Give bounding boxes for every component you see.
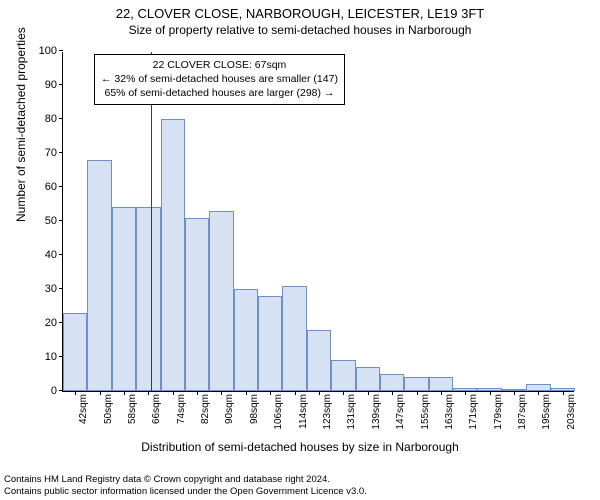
x-tick-mark bbox=[319, 391, 320, 395]
x-tick-label: 50sqm bbox=[103, 394, 114, 440]
x-tick-label: 66sqm bbox=[151, 394, 162, 440]
y-tick-label: 90 bbox=[45, 79, 63, 91]
histogram-bar bbox=[112, 207, 136, 391]
x-tick-mark bbox=[417, 391, 418, 395]
x-tick-label: 187sqm bbox=[517, 394, 528, 440]
x-tick-mark bbox=[75, 391, 76, 395]
x-tick-mark bbox=[173, 391, 174, 395]
histogram-bar bbox=[429, 377, 453, 391]
page-subtitle: Size of property relative to semi-detach… bbox=[0, 23, 600, 41]
y-tick-label: 80 bbox=[45, 113, 63, 125]
x-tick-mark bbox=[514, 391, 515, 395]
info-line-3: 65% of semi-detached houses are larger (… bbox=[101, 86, 338, 100]
histogram-bar bbox=[356, 367, 380, 391]
histogram-bar bbox=[307, 330, 331, 391]
histogram-bar bbox=[209, 211, 233, 391]
y-tick-label: 60 bbox=[45, 181, 63, 193]
x-tick-mark bbox=[221, 391, 222, 395]
histogram-bar bbox=[526, 384, 550, 391]
x-tick-mark bbox=[343, 391, 344, 395]
y-tick-label: 30 bbox=[45, 283, 63, 295]
page-title: 22, CLOVER CLOSE, NARBOROUGH, LEICESTER,… bbox=[0, 0, 600, 23]
histogram-bar bbox=[234, 289, 258, 391]
x-tick-label: 106sqm bbox=[273, 394, 284, 440]
x-tick-label: 58sqm bbox=[127, 394, 138, 440]
x-tick-mark bbox=[246, 391, 247, 395]
y-tick-label: 0 bbox=[51, 385, 63, 397]
x-tick-mark bbox=[124, 391, 125, 395]
x-tick-label: 195sqm bbox=[541, 394, 552, 440]
plot-area: 010203040506070809010042sqm50sqm58sqm66s… bbox=[62, 52, 574, 392]
y-tick-label: 100 bbox=[39, 45, 63, 57]
y-tick-mark bbox=[59, 152, 63, 153]
x-tick-mark bbox=[441, 391, 442, 395]
x-tick-label: 90sqm bbox=[224, 394, 235, 440]
histogram-bar bbox=[161, 119, 185, 391]
histogram-bar bbox=[136, 207, 160, 391]
x-tick-mark bbox=[100, 391, 101, 395]
x-tick-label: 131sqm bbox=[346, 394, 357, 440]
x-tick-label: 74sqm bbox=[176, 394, 187, 440]
x-tick-mark bbox=[197, 391, 198, 395]
footer-line-1: Contains HM Land Registry data © Crown c… bbox=[4, 474, 367, 486]
footer-attribution: Contains HM Land Registry data © Crown c… bbox=[4, 474, 367, 498]
x-tick-label: 139sqm bbox=[371, 394, 382, 440]
x-axis-label: Distribution of semi-detached houses by … bbox=[0, 440, 600, 454]
info-line-1: 22 CLOVER CLOSE: 67sqm bbox=[101, 58, 338, 72]
x-tick-mark bbox=[295, 391, 296, 395]
x-tick-label: 123sqm bbox=[322, 394, 333, 440]
x-tick-label: 147sqm bbox=[395, 394, 406, 440]
y-axis-label: Number of semi-detached properties bbox=[14, 27, 28, 222]
histogram-bar bbox=[87, 160, 111, 391]
x-tick-mark bbox=[490, 391, 491, 395]
x-tick-mark bbox=[270, 391, 271, 395]
x-tick-mark bbox=[465, 391, 466, 395]
x-tick-mark bbox=[538, 391, 539, 395]
x-tick-label: 42sqm bbox=[78, 394, 89, 440]
x-tick-label: 98sqm bbox=[249, 394, 260, 440]
y-tick-label: 20 bbox=[45, 317, 63, 329]
y-tick-mark bbox=[59, 84, 63, 85]
histogram-bar bbox=[404, 377, 428, 391]
y-tick-mark bbox=[59, 50, 63, 51]
y-tick-label: 10 bbox=[45, 351, 63, 363]
y-tick-mark bbox=[59, 254, 63, 255]
y-tick-mark bbox=[59, 220, 63, 221]
x-tick-mark bbox=[368, 391, 369, 395]
y-tick-mark bbox=[59, 288, 63, 289]
footer-line-2: Contains public sector information licen… bbox=[4, 486, 367, 498]
histogram-bar bbox=[258, 296, 282, 391]
y-tick-mark bbox=[59, 118, 63, 119]
x-tick-label: 114sqm bbox=[298, 394, 309, 440]
x-tick-label: 155sqm bbox=[420, 394, 431, 440]
x-tick-mark bbox=[148, 391, 149, 395]
y-tick-label: 40 bbox=[45, 249, 63, 261]
x-tick-label: 163sqm bbox=[444, 394, 455, 440]
y-tick-label: 70 bbox=[45, 147, 63, 159]
x-tick-mark bbox=[392, 391, 393, 395]
info-annotation-box: 22 CLOVER CLOSE: 67sqm ← 32% of semi-det… bbox=[94, 54, 345, 105]
x-tick-label: 82sqm bbox=[200, 394, 211, 440]
x-tick-mark bbox=[563, 391, 564, 395]
x-tick-label: 203sqm bbox=[566, 394, 577, 440]
y-tick-mark bbox=[59, 186, 63, 187]
y-tick-label: 50 bbox=[45, 215, 63, 227]
x-tick-label: 171sqm bbox=[468, 394, 479, 440]
histogram-bar bbox=[380, 374, 404, 391]
histogram-bar bbox=[331, 360, 355, 391]
histogram-bar bbox=[282, 286, 306, 391]
histogram-bar bbox=[185, 218, 209, 391]
info-line-2: ← 32% of semi-detached houses are smalle… bbox=[101, 72, 338, 86]
x-tick-label: 179sqm bbox=[493, 394, 504, 440]
histogram-bar bbox=[63, 313, 87, 391]
